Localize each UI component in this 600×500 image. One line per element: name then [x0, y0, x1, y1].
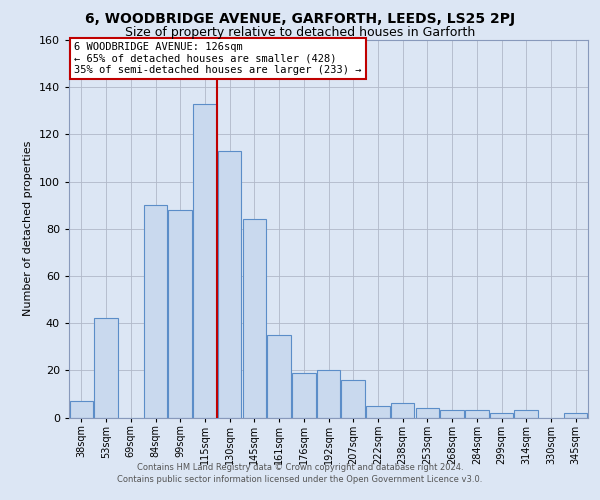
Bar [341, 380, 365, 418]
Bar [317, 370, 340, 418]
Bar [292, 372, 316, 418]
Bar [490, 413, 513, 418]
Text: Contains public sector information licensed under the Open Government Licence v3: Contains public sector information licen… [118, 475, 482, 484]
Bar [169, 210, 192, 418]
Bar [144, 205, 167, 418]
Bar [366, 406, 389, 417]
Bar [465, 410, 488, 418]
Text: Size of property relative to detached houses in Garforth: Size of property relative to detached ho… [125, 26, 475, 39]
Text: Contains HM Land Registry data © Crown copyright and database right 2024.: Contains HM Land Registry data © Crown c… [137, 464, 463, 472]
Bar [193, 104, 217, 418]
Bar [416, 408, 439, 418]
Bar [514, 410, 538, 418]
Text: 6 WOODBRIDGE AVENUE: 126sqm
← 65% of detached houses are smaller (428)
35% of se: 6 WOODBRIDGE AVENUE: 126sqm ← 65% of det… [74, 42, 362, 75]
Bar [440, 410, 464, 418]
Bar [242, 220, 266, 418]
Text: 6, WOODBRIDGE AVENUE, GARFORTH, LEEDS, LS25 2PJ: 6, WOODBRIDGE AVENUE, GARFORTH, LEEDS, L… [85, 12, 515, 26]
Bar [70, 401, 93, 417]
Bar [94, 318, 118, 418]
Bar [268, 335, 291, 417]
Bar [564, 413, 587, 418]
Y-axis label: Number of detached properties: Number of detached properties [23, 141, 33, 316]
Bar [218, 151, 241, 417]
Bar [391, 404, 415, 417]
